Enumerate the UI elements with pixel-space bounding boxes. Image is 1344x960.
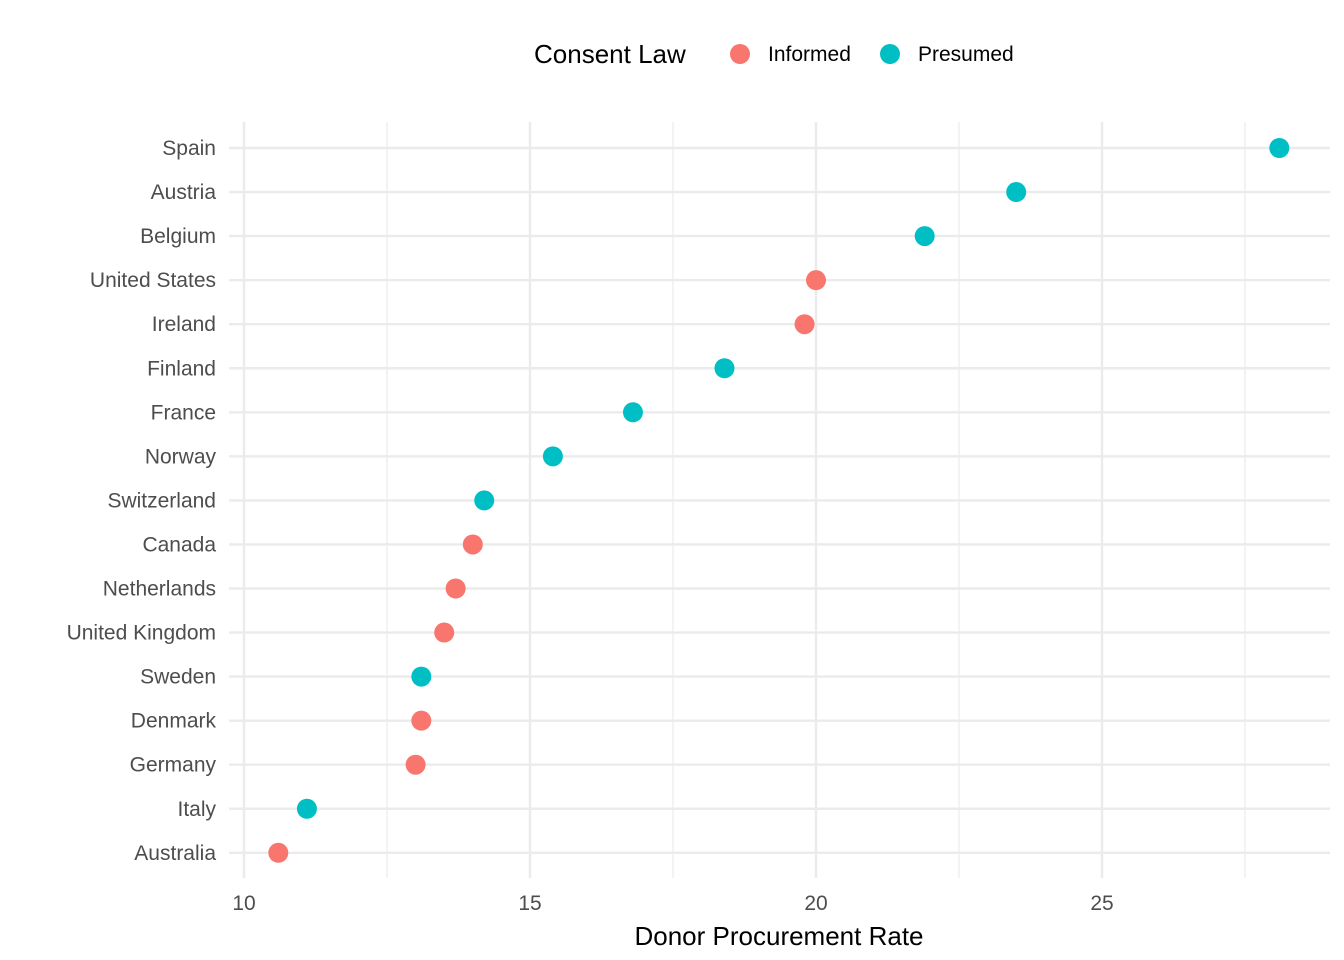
data-point (1006, 182, 1027, 203)
data-point (296, 798, 317, 819)
y-tick-label: Netherlands (103, 578, 216, 601)
x-axis-tick-labels: 10 15 20 25 (232, 892, 1113, 915)
data-point (268, 842, 289, 863)
y-tick-label: Ireland (152, 313, 216, 336)
y-axis-tick-labels: Spain Austria Belgium United States Ireland F… (67, 137, 217, 865)
data-point (411, 710, 432, 731)
y-tick-label: Sweden (140, 666, 216, 689)
y-tick-label: Finland (147, 357, 216, 380)
legend: Consent Law Informed Presumed (534, 39, 1014, 69)
x-tick-label: 10 (232, 892, 255, 915)
data-point (411, 666, 432, 687)
data-point (474, 490, 495, 511)
x-tick-label: 25 (1090, 892, 1113, 915)
y-tick-label: United States (90, 269, 216, 292)
y-tick-label: Belgium (140, 225, 216, 248)
x-tick-label: 20 (804, 892, 827, 915)
y-tick-label: United Kingdom (67, 622, 216, 645)
y-tick-label: France (151, 401, 216, 424)
legend-label: Presumed (918, 43, 1014, 66)
data-points (268, 138, 1290, 863)
legend-key (880, 44, 900, 64)
y-tick-label: Canada (142, 533, 216, 556)
y-tick-label: Austria (151, 181, 217, 204)
data-point (794, 314, 815, 335)
data-point (462, 534, 483, 555)
y-tick-label: Denmark (131, 710, 217, 733)
data-point (714, 358, 735, 379)
y-tick-label: Australia (134, 842, 216, 865)
data-point (434, 622, 455, 643)
data-point (806, 270, 826, 291)
data-point (1269, 138, 1290, 158)
data-point (622, 402, 643, 423)
grid-lines (229, 122, 1330, 878)
y-tick-label: Spain (162, 137, 216, 160)
data-point (405, 754, 426, 775)
y-tick-label: Germany (130, 754, 217, 777)
data-point (445, 578, 466, 599)
data-point (542, 446, 563, 467)
y-tick-label: Italy (177, 798, 216, 821)
x-tick-label: 15 (518, 892, 541, 915)
legend-label: Informed (768, 43, 851, 66)
legend-title: Consent Law (534, 39, 686, 69)
x-axis-title: Donor Procurement Rate (634, 921, 923, 951)
y-tick-label: Norway (145, 445, 217, 468)
legend-key (730, 44, 750, 64)
data-point (914, 226, 935, 247)
y-tick-label: Switzerland (107, 489, 216, 512)
